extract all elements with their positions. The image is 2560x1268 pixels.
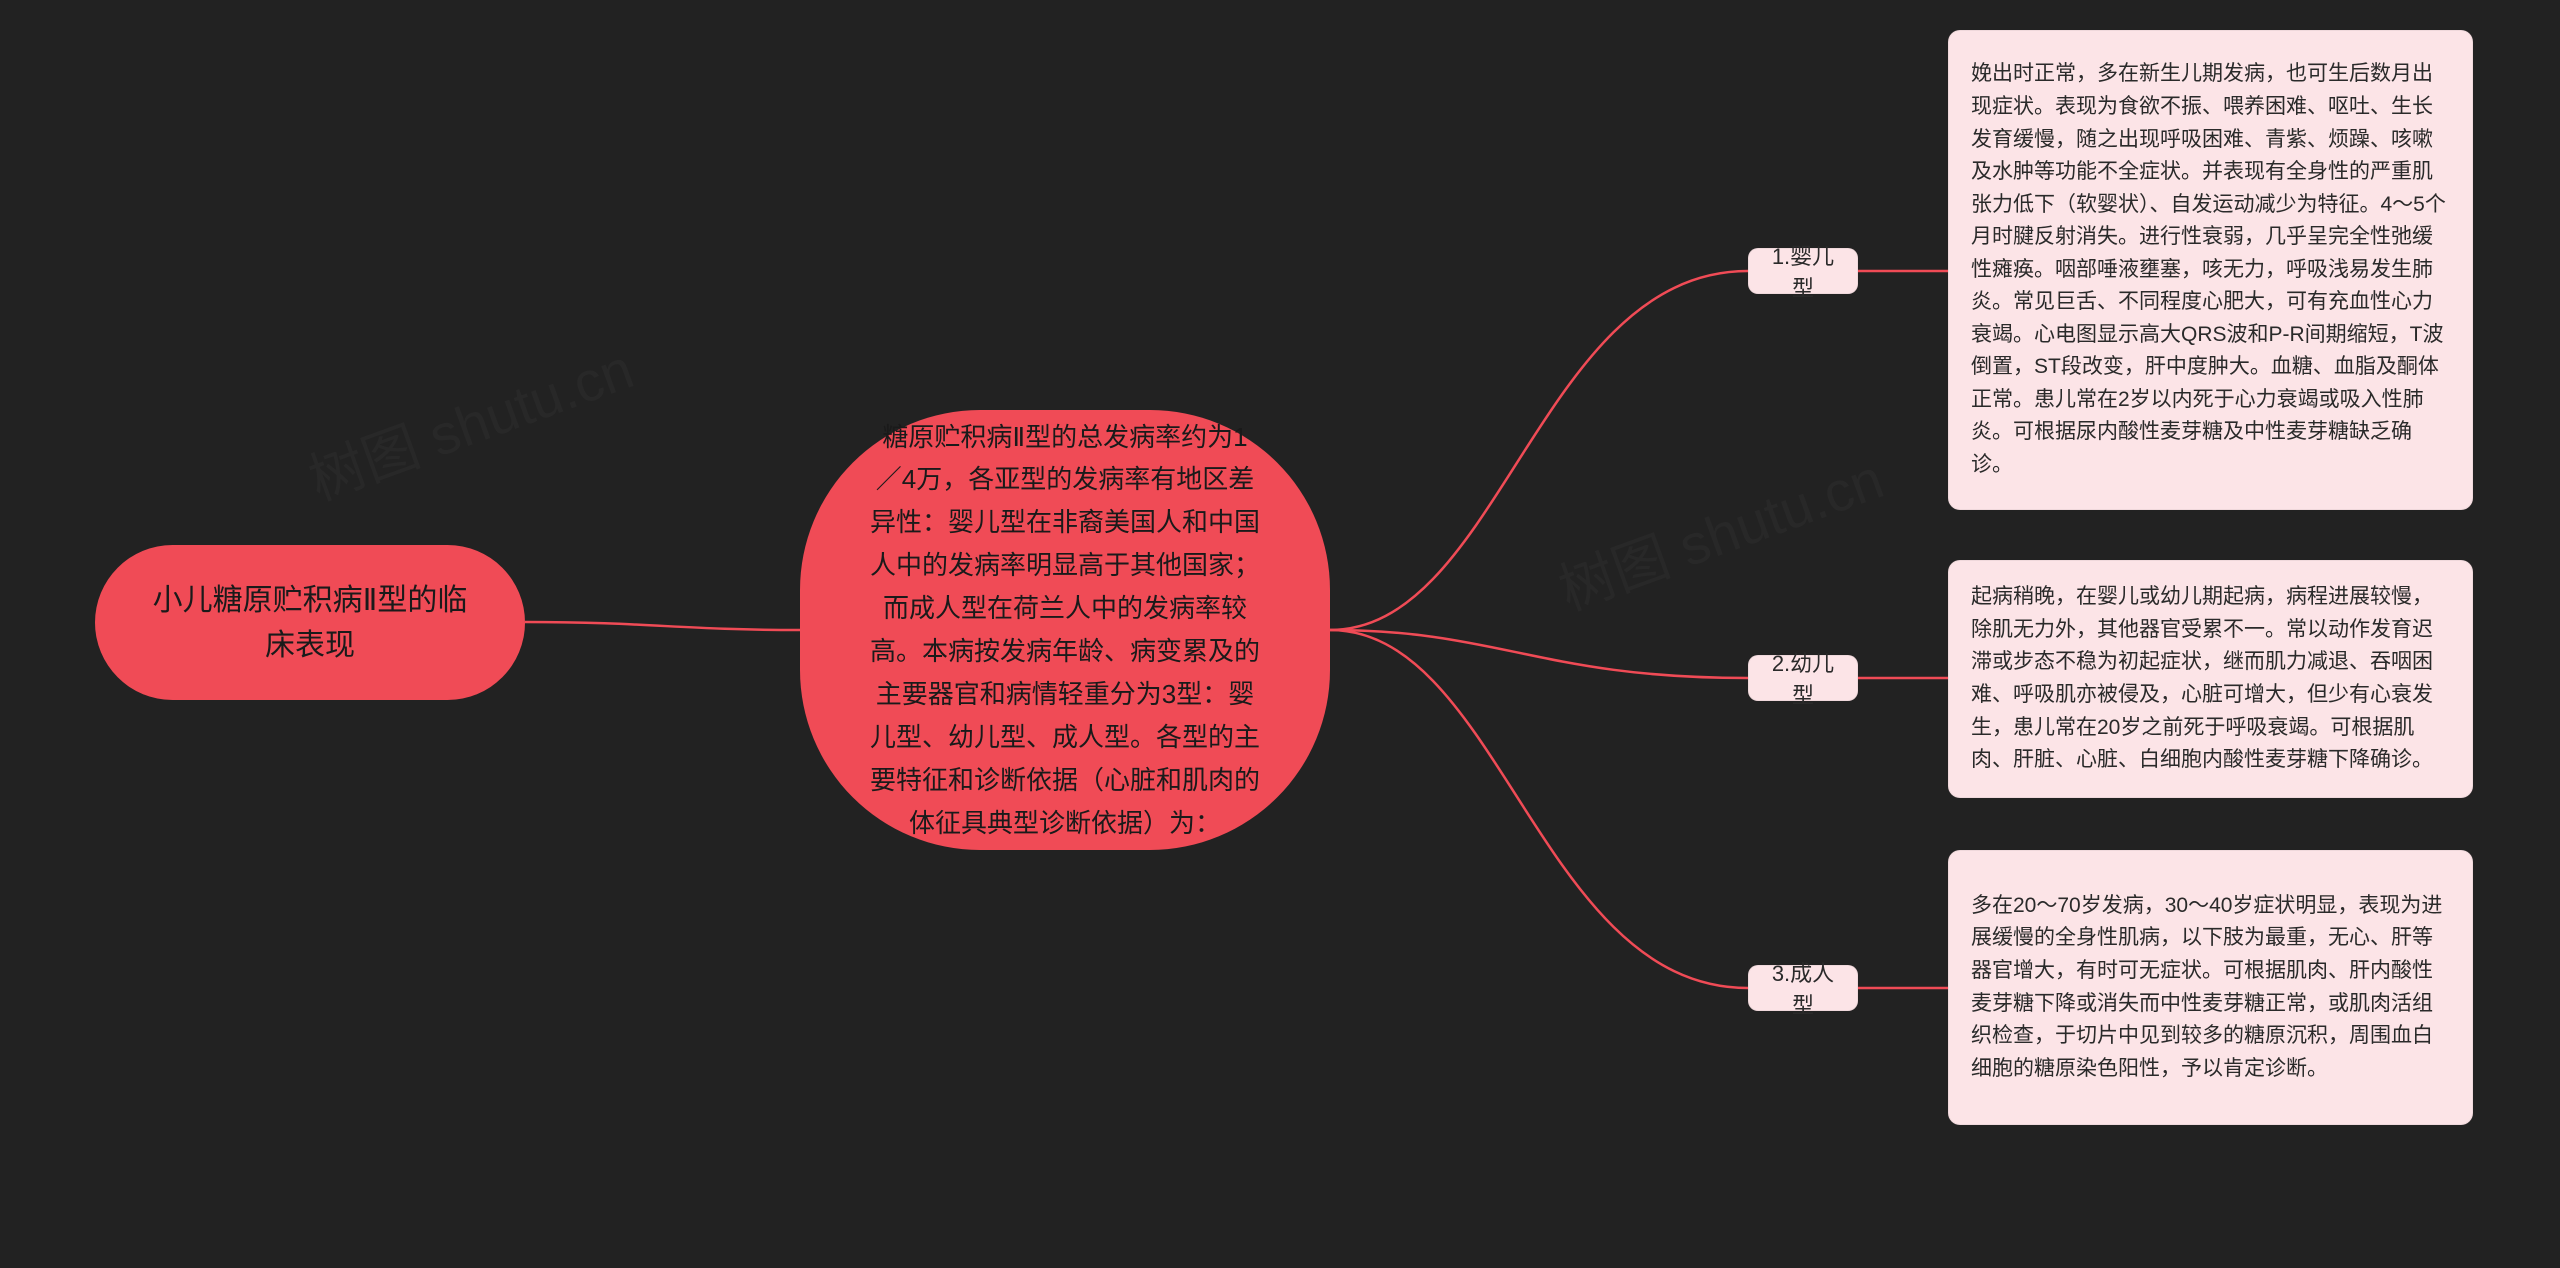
sub-label-text: 1.婴儿型 [1769,239,1837,303]
mindmap-branch-node[interactable]: 糖原贮积病Ⅱ型的总发病率约为1／4万，各亚型的发病率有地区差异性：婴儿型在非裔美… [800,410,1330,850]
mindmap-leaf-child[interactable]: 起病稍晚，在婴儿或幼儿期起病，病程进展较慢，除肌无力外，其他器官受累不一。常以动… [1948,560,2473,798]
watermark: 树图 shutu.cn [1546,434,1893,626]
mindmap-leaf-adult[interactable]: 多在20～70岁发病，30～40岁症状明显，表现为进展缓慢的全身性肌病，以下肢为… [1948,850,2473,1125]
root-text: 小儿糖原贮积病Ⅱ型的临床表现 [145,578,475,668]
watermark: 树图 shutu.cn [296,324,643,516]
mindmap-sub-label-infant[interactable]: 1.婴儿型 [1748,248,1858,294]
leaf-text: 起病稍晚，在婴儿或幼儿期起病，病程进展较慢，除肌无力外，其他器官受累不一。常以动… [1971,581,2450,776]
branch-text: 糖原贮积病Ⅱ型的总发病率约为1／4万，各亚型的发病率有地区差异性：婴儿型在非裔美… [870,416,1260,845]
leaf-text: 多在20～70岁发病，30～40岁症状明显，表现为进展缓慢的全身性肌病，以下肢为… [1971,890,2450,1085]
sub-label-text: 3.成人型 [1769,956,1837,1020]
sub-label-text: 2.幼儿型 [1769,646,1837,710]
mindmap-sub-label-child[interactable]: 2.幼儿型 [1748,655,1858,701]
mindmap-leaf-infant[interactable]: 娩出时正常，多在新生儿期发病，也可生后数月出现症状。表现为食欲不振、喂养困难、呕… [1948,30,2473,510]
connector [1330,630,1748,988]
connector [525,622,800,630]
connector [1330,630,1748,678]
mindmap-root-node[interactable]: 小儿糖原贮积病Ⅱ型的临床表现 [95,545,525,700]
connector [1330,271,1748,630]
leaf-text: 娩出时正常，多在新生儿期发病，也可生后数月出现症状。表现为食欲不振、喂养困难、呕… [1971,58,2450,481]
mindmap-sub-label-adult[interactable]: 3.成人型 [1748,965,1858,1011]
